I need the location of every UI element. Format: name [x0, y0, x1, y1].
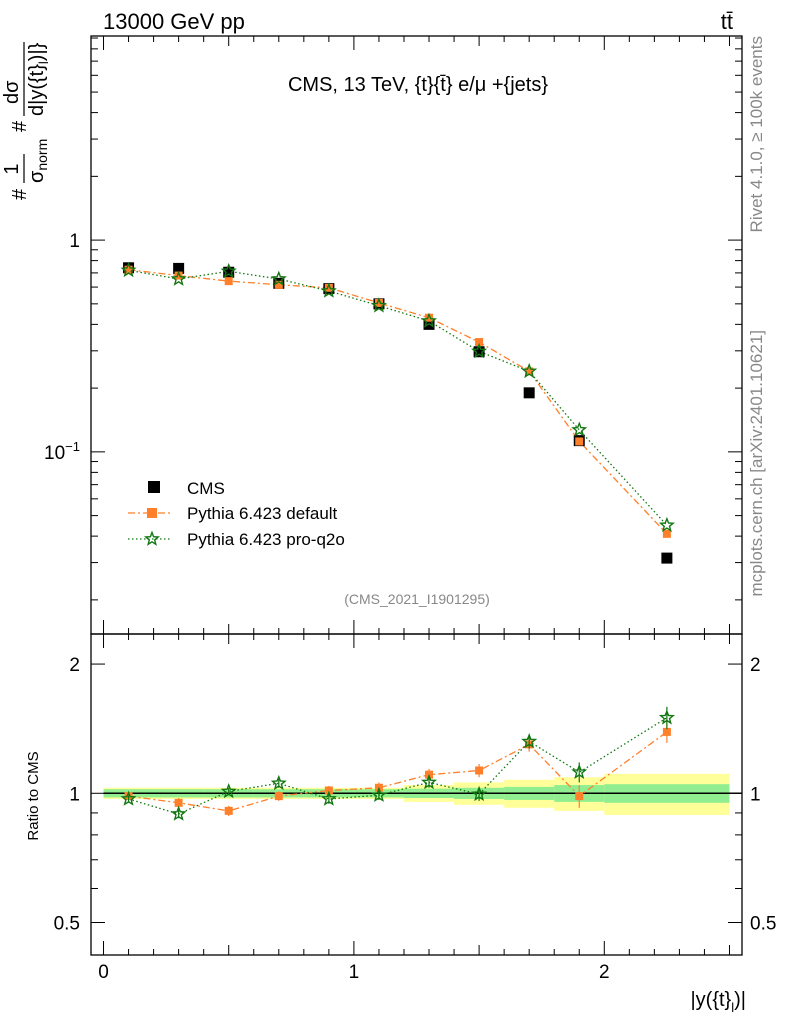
data-point-proq2o	[120, 261, 137, 278]
svg-text:σnorm: σnorm	[26, 139, 50, 183]
mcplots-label: mcplots.cern.ch [arXiv:2401.10621]	[747, 330, 766, 596]
ratio-panel: Ratio to CMS |y({t}l)| 0.5 0.5 1 1 2 2 0 1 2	[25, 633, 776, 1015]
xlabel-sub: l	[731, 1000, 734, 1015]
data-point-default	[124, 265, 133, 274]
ratio-point-proq2o	[220, 782, 237, 799]
data-point-cms	[523, 387, 535, 399]
data-point-proq2o	[320, 282, 337, 298]
xlabel: |y({t}l)|	[690, 989, 746, 1015]
svg-text:d|y({t}l)|}: d|y({t}l)|}	[26, 42, 51, 116]
data-point-default	[274, 280, 283, 289]
legend-label-default: Pythia 6.423 default	[187, 504, 338, 523]
ylabel-denominator-sub: norm	[34, 139, 50, 171]
ratio-point-proq2o	[420, 773, 438, 790]
ratio-point-proq2o	[658, 709, 675, 725]
data-point-default	[374, 298, 383, 307]
legend-label-proq2o: Pythia 6.423 pro-q2o	[187, 530, 345, 549]
ylabel-mid: #	[9, 120, 31, 132]
data-point-cms	[661, 552, 673, 564]
analysis-watermark: (CMS_2021_I1901295)	[344, 591, 490, 607]
data-point-proq2o	[220, 262, 237, 279]
legend-marker-default	[147, 508, 157, 518]
rivet-version-label: Rivet 4.1.0, ≥ 100k events	[747, 36, 766, 232]
ylabel-deriv-den-sub: l	[36, 61, 51, 64]
ratio-ytick-label-left: 0.5	[54, 913, 80, 934]
main-ylabel: # 1 σnorm # dσ d|y({t}l)|}	[1, 42, 51, 200]
ratio-point-proq2o	[370, 786, 387, 802]
ratio-ytick-label-right: 0.5	[750, 913, 776, 934]
legend-marker-cms	[148, 481, 160, 493]
main-ytick-label: 10−1	[44, 439, 80, 464]
ylabel-deriv-numerator: dσ	[1, 80, 23, 104]
data-point-default	[224, 277, 233, 286]
data-point-proq2o	[658, 516, 675, 533]
ylabel-prefix: #	[9, 188, 31, 200]
ratio-ytick-label-right: 2	[750, 655, 761, 676]
ratio-point-proq2o	[521, 733, 538, 749]
legend-marker-proq2o	[143, 530, 161, 546]
ylabel-numerator: 1	[1, 163, 23, 174]
ratio-ytick-label-left: 1	[69, 784, 80, 805]
data-point-proq2o	[420, 312, 438, 328]
ylabel-deriv-den-end: )|}	[26, 42, 48, 61]
ratio-point-default	[174, 798, 183, 807]
ratio-point-proq2o	[170, 805, 187, 821]
energy-label: 13000 GeV pp	[103, 9, 245, 34]
process-label: tt̄	[721, 9, 733, 34]
plot-title: CMS, 13 TeV, {t}{t̄} e/μ +{jets}	[288, 74, 548, 96]
data-point-cms	[223, 266, 235, 278]
data-point-proq2o	[521, 362, 538, 379]
ratio-point-proq2o	[120, 790, 137, 806]
ratio-point-proq2o	[471, 785, 488, 802]
ratio-point-default	[662, 727, 671, 736]
data-point-cms	[473, 346, 485, 358]
ratio-point-proq2o	[270, 774, 287, 791]
data-point-default	[662, 529, 671, 538]
xlabel-end: )|	[734, 989, 746, 1011]
main-panel: CMS, 13 TeV, {t}{t̄} e/μ +{jets} (CMS_20…	[1, 35, 743, 635]
xtick-label: 0	[98, 962, 109, 983]
data-point-proq2o	[571, 421, 588, 437]
ratio-ytick-label-right: 1	[750, 784, 761, 805]
data-point-cms	[173, 262, 185, 274]
xtick-label: 2	[599, 962, 610, 983]
series-line-2	[128, 269, 668, 526]
ratio-point-default	[575, 792, 584, 801]
ratio-ytick-label-left: 2	[69, 655, 80, 676]
ratio-line-0	[128, 731, 668, 812]
ylabel-deriv-den: d|y({t}	[26, 64, 48, 116]
data-point-proq2o	[471, 342, 488, 359]
main-ytick-label: 1	[69, 231, 80, 252]
data-point-default	[575, 437, 584, 446]
data-point-default	[525, 367, 534, 376]
legend-label-cms: CMS	[187, 479, 225, 498]
legend: CMS Pythia 6.423 default Pythia 6.423 pr…	[128, 479, 345, 549]
ratio-point-default	[224, 806, 233, 815]
data-point-default	[475, 338, 484, 347]
data-point-proq2o	[270, 270, 287, 286]
ratio-point-default	[324, 786, 333, 795]
ratio-point-default	[274, 792, 283, 801]
data-point-proq2o	[170, 270, 187, 286]
data-point-default	[425, 313, 434, 322]
xtick-label: 1	[349, 962, 360, 983]
xlabel-main: |y({t}	[690, 989, 731, 1011]
ratio-ylabel: Ratio to CMS	[25, 751, 42, 840]
ylabel-denominator: σ	[26, 170, 48, 183]
data-point-default	[174, 271, 183, 280]
ratio-point-proq2o	[320, 790, 337, 806]
ratio-frame	[90, 633, 743, 956]
ratio-point-proq2o	[571, 763, 588, 779]
data-point-default	[324, 283, 333, 292]
data-point-proq2o	[371, 297, 387, 313]
ratio-point-default	[475, 766, 484, 775]
